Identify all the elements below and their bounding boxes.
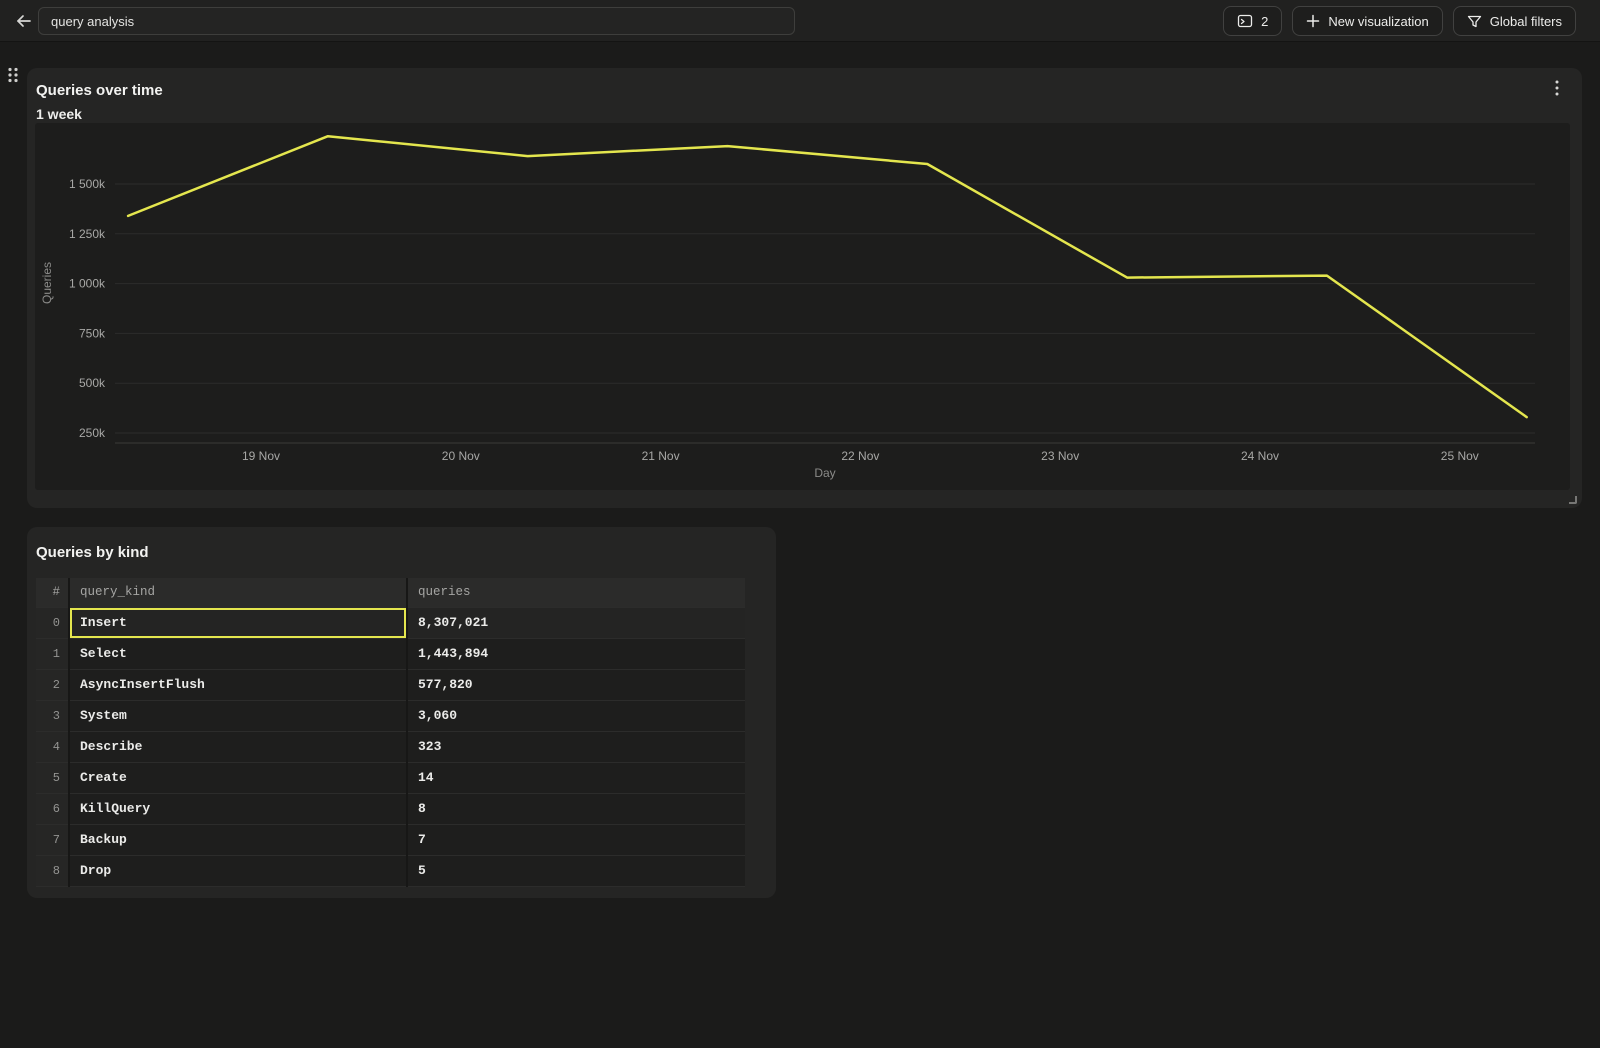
chart-panel-subtitle: 1 week — [36, 106, 82, 122]
top-bar: 2 New visualization Global filters — [0, 0, 1600, 42]
queries-value-cell[interactable]: 7 — [406, 823, 745, 855]
panel-drag-handle-icon[interactable] — [6, 66, 20, 84]
row-index-cell[interactable]: 6 — [36, 792, 69, 824]
table-panel-title: Queries by kind — [36, 544, 149, 561]
queries-value-cell[interactable]: 323 — [406, 730, 745, 762]
table-row[interactable]: 2 AsyncInsertFlush 577,820 — [36, 668, 745, 700]
table-header-row: # query_kind queries — [36, 578, 745, 607]
panel-menu-button[interactable] — [1546, 77, 1568, 99]
queries-by-kind-table-wrap: # query_kind queries 0 Insert 8,307,021 1 Se… — [36, 578, 745, 887]
chart-panel-title: Queries over time — [36, 82, 163, 99]
funnel-icon — [1467, 15, 1481, 27]
row-index-cell[interactable]: 1 — [36, 637, 69, 669]
queries-series-line — [126, 134, 1528, 419]
queries-value-cell[interactable]: 3,060 — [406, 699, 745, 731]
row-index-cell[interactable]: 0 — [36, 606, 69, 638]
back-button[interactable] — [10, 7, 38, 35]
queries-value-cell[interactable]: 577,820 — [406, 668, 745, 700]
open-consoles-count: 2 — [1261, 13, 1269, 29]
topbar-actions: 2 New visualization Global filters — [1223, 6, 1576, 36]
table-row[interactable]: 7 Backup 7 — [36, 823, 745, 855]
queries-by-kind-table: # query_kind queries 0 Insert 8,307,021 1 Se… — [36, 578, 745, 887]
table-row[interactable]: 4 Describe 323 — [36, 730, 745, 762]
query-kind-cell[interactable]: KillQuery — [68, 792, 407, 824]
table-row[interactable]: 1 Select 1,443,894 — [36, 637, 745, 669]
query-kind-cell[interactable]: Select — [68, 637, 407, 669]
x-tick-label: 25 Nov — [1441, 449, 1479, 463]
x-tick-label: 23 Nov — [1041, 449, 1079, 463]
queries-value-cell[interactable]: 5 — [406, 854, 745, 887]
x-tick-label: 22 Nov — [841, 449, 879, 463]
queries-value-cell[interactable]: 8,307,021 — [406, 606, 745, 638]
new-visualization-label: New visualization — [1328, 13, 1429, 29]
queries-by-kind-panel: Queries by kind # query_kind queries 0 In… — [27, 527, 776, 898]
queries-line-chart[interactable]: 250k 500k 750k 1 000k 1 250k 1 500k 19 Nov 20 N… — [35, 123, 1570, 490]
query-kind-cell[interactable]: Drop — [68, 854, 407, 887]
row-index-cell[interactable]: 2 — [36, 668, 69, 700]
terminal-icon — [1237, 14, 1253, 28]
x-tick-label: 20 Nov — [442, 449, 480, 463]
global-filters-button[interactable]: Global filters — [1452, 6, 1576, 36]
table-row[interactable]: 3 System 3,060 — [36, 699, 745, 731]
queries-value-cell[interactable]: 8 — [406, 792, 745, 824]
col-header-query-kind[interactable]: query_kind — [68, 578, 407, 607]
x-tick-label: 21 Nov — [642, 449, 680, 463]
plus-icon — [1307, 14, 1320, 28]
row-index-cell[interactable]: 4 — [36, 730, 69, 762]
y-axis-title: Queries — [40, 262, 54, 304]
y-tick-label: 250k — [79, 426, 106, 440]
query-kind-cell[interactable]: Create — [68, 761, 407, 793]
y-tick-label: 1 000k — [69, 277, 106, 291]
query-kind-cell[interactable]: Describe — [68, 730, 407, 762]
y-tick-label: 1 500k — [69, 177, 106, 191]
queries-over-time-panel: Queries over time 1 week 250k 500k 750k 1 0… — [27, 68, 1582, 508]
query-kind-cell[interactable]: System — [68, 699, 407, 731]
queries-value-cell[interactable]: 1,443,894 — [406, 637, 745, 669]
arrow-left-icon — [17, 15, 31, 27]
dashboard-title-input[interactable] — [38, 7, 795, 35]
row-index-cell[interactable]: 5 — [36, 761, 69, 793]
row-index-cell[interactable]: 7 — [36, 823, 69, 855]
row-index-cell[interactable]: 3 — [36, 699, 69, 731]
table-row[interactable]: 0 Insert 8,307,021 — [36, 606, 745, 638]
x-axis-title: Day — [814, 466, 835, 480]
table-row[interactable]: 5 Create 14 — [36, 761, 745, 793]
y-tick-label: 1 250k — [69, 227, 106, 241]
query-kind-cell[interactable]: Backup — [68, 823, 407, 855]
x-tick-label: 24 Nov — [1241, 449, 1279, 463]
table-row[interactable]: 6 KillQuery 8 — [36, 792, 745, 824]
global-filters-label: Global filters — [1489, 13, 1562, 29]
row-index-cell[interactable]: 8 — [36, 854, 69, 887]
queries-value-cell[interactable]: 14 — [406, 761, 745, 793]
kebab-menu-icon — [1555, 80, 1559, 96]
x-tick-label: 19 Nov — [242, 449, 280, 463]
y-tick-label: 750k — [79, 326, 106, 340]
line-chart-canvas[interactable]: 250k 500k 750k 1 000k 1 250k 1 500k 19 Nov 20 N… — [35, 123, 1570, 490]
new-visualization-button[interactable]: New visualization — [1292, 6, 1443, 36]
y-tick-label: 500k — [79, 376, 106, 390]
col-header-queries[interactable]: queries — [406, 578, 745, 607]
query-kind-cell[interactable]: Insert — [68, 606, 407, 638]
query-kind-cell[interactable]: AsyncInsertFlush — [68, 668, 407, 700]
panel-resize-handle[interactable] — [1569, 496, 1577, 504]
col-header-index: # — [36, 578, 69, 607]
table-row[interactable]: 8 Drop 5 — [36, 854, 745, 887]
open-consoles-button[interactable]: 2 — [1223, 6, 1283, 36]
